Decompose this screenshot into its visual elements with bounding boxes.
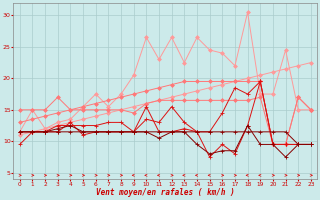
X-axis label: Vent moyen/en rafales ( km/h ): Vent moyen/en rafales ( km/h ) [96, 188, 235, 197]
